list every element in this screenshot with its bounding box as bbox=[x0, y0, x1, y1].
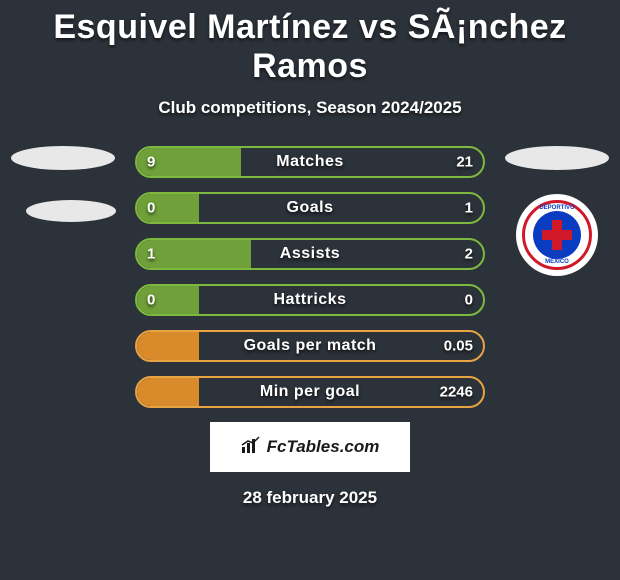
chart-icon bbox=[241, 436, 263, 459]
badges-left-column bbox=[8, 146, 118, 252]
team-badge-placeholder bbox=[11, 146, 115, 170]
stat-right-value: 2 bbox=[465, 246, 473, 263]
stat-bars-container: 9Matches210Goals11Assists20Hattricks0Goa… bbox=[135, 146, 485, 408]
stat-right-value: 0.05 bbox=[444, 338, 473, 355]
team-badge-placeholder bbox=[505, 146, 609, 170]
stat-right-value: 1 bbox=[465, 200, 473, 217]
stat-label: Matches bbox=[137, 153, 483, 171]
watermark-text: FcTables.com bbox=[267, 437, 380, 457]
stat-bar-row: 1Assists2 bbox=[135, 238, 485, 270]
stat-bar-row: 9Matches21 bbox=[135, 146, 485, 178]
stat-right-value: 2246 bbox=[440, 384, 473, 401]
team-badge-placeholder bbox=[26, 200, 116, 222]
subtitle: Club competitions, Season 2024/2025 bbox=[0, 98, 620, 118]
stat-label: Assists bbox=[137, 245, 483, 263]
badges-right-column: DEPORTIVO MEXICO bbox=[502, 146, 612, 276]
stat-label: Goals per match bbox=[137, 337, 483, 355]
date-line: 28 february 2025 bbox=[0, 488, 620, 508]
stat-label: Min per goal bbox=[137, 383, 483, 401]
stat-label: Hattricks bbox=[137, 291, 483, 309]
cruz-azul-badge: DEPORTIVO MEXICO bbox=[516, 194, 598, 276]
stat-label: Goals bbox=[137, 199, 483, 217]
watermark: FcTables.com bbox=[210, 422, 410, 472]
stat-bar-row: 0Goals1 bbox=[135, 192, 485, 224]
badge-text-bottom: MEXICO bbox=[525, 259, 589, 265]
stat-bar-row: Min per goal2246 bbox=[135, 376, 485, 408]
page-title: Esquivel Martínez vs SÃ¡nchez Ramos bbox=[0, 0, 620, 86]
comparison-content: DEPORTIVO MEXICO 9Matches210Goals11Assis… bbox=[0, 146, 620, 508]
stat-bar-row: Goals per match0.05 bbox=[135, 330, 485, 362]
stat-bar-row: 0Hattricks0 bbox=[135, 284, 485, 316]
stat-right-value: 0 bbox=[465, 292, 473, 309]
stat-right-value: 21 bbox=[456, 154, 473, 171]
